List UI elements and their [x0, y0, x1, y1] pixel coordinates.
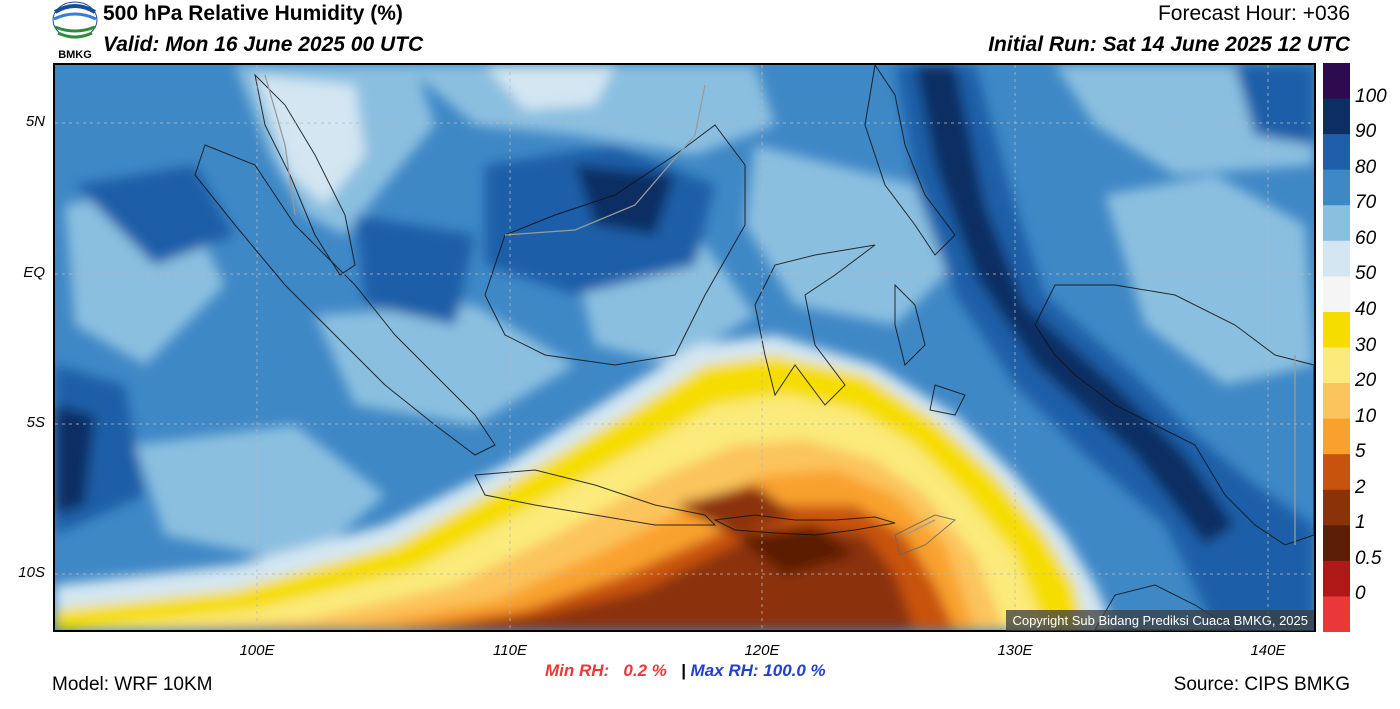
lat-label-5s: 5S	[26, 414, 45, 431]
stats-separator: |	[681, 661, 686, 680]
colorbar-swatch	[1323, 205, 1350, 242]
colorbar-swatch	[1323, 596, 1350, 632]
humidity-field	[55, 65, 1314, 630]
logo-text: BMKG	[58, 49, 92, 61]
colorbar-swatch	[1323, 98, 1350, 135]
lon-label-130e: 130E	[997, 642, 1033, 659]
colorbar-label: 0	[1355, 583, 1366, 605]
copyright-notice: Copyright Sub Bidang Prediksi Cuaca BMKG…	[1006, 610, 1314, 631]
colorbar-label: 90	[1355, 121, 1377, 143]
colorbar-swatch	[1323, 418, 1350, 455]
colorbar-swatch	[1323, 560, 1350, 597]
colorbar-swatch	[1323, 63, 1350, 100]
model-name: Model: WRF 10KM	[52, 674, 213, 695]
humidity-map	[53, 63, 1316, 632]
lon-label-140e: 140E	[1250, 642, 1286, 659]
data-source: Source: CIPS BMKG	[1173, 674, 1350, 695]
map-title: 500 hPa Relative Humidity (%)	[103, 2, 403, 25]
colorbar-swatch	[1323, 489, 1350, 526]
colorbar-label: 10	[1355, 405, 1377, 427]
bmkg-logo: BMKG	[50, 0, 100, 61]
lat-label-10s: 10S	[18, 564, 45, 581]
colorbar-label: 100	[1355, 85, 1387, 107]
colorbar-label: 20	[1355, 370, 1377, 392]
rh-stats: Min RH: 0.2 % | Max RH: 100.0 %	[545, 661, 826, 681]
initial-run: Initial Run: Sat 14 June 2025 12 UTC	[988, 33, 1350, 56]
colorbar-label: 5	[1355, 441, 1366, 463]
lat-label-5n: 5N	[25, 113, 45, 130]
forecast-hour: Forecast Hour: +036	[1157, 2, 1350, 25]
max-rh-label: Max RH:	[690, 661, 759, 680]
lon-label-110e: 110E	[493, 642, 527, 659]
colorbar-label: 30	[1355, 334, 1377, 356]
colorbar-label: 70	[1355, 192, 1377, 214]
colorbar	[1323, 63, 1350, 632]
min-rh-label: Min RH:	[545, 661, 610, 680]
colorbar-swatch	[1323, 383, 1350, 420]
colorbar-swatch	[1323, 525, 1350, 562]
colorbar-label: 60	[1355, 227, 1377, 249]
lon-label-100e: 100E	[239, 642, 275, 659]
colorbar-label: 1	[1355, 512, 1366, 534]
min-rh-value: 0.2 %	[623, 661, 667, 680]
valid-time: Valid: Mon 16 June 2025 00 UTC	[103, 33, 424, 56]
colorbar-swatch	[1323, 454, 1350, 491]
colorbar-swatch	[1323, 276, 1350, 313]
colorbar-label: 2	[1355, 476, 1366, 498]
max-rh-value: 100.0 %	[763, 661, 826, 680]
colorbar-label: 80	[1355, 156, 1377, 178]
colorbar-swatch	[1323, 240, 1350, 277]
colorbar-swatch	[1323, 134, 1350, 171]
colorbar-label: 50	[1355, 263, 1377, 285]
colorbar-swatch	[1323, 169, 1350, 206]
colorbar-swatch	[1323, 311, 1350, 348]
colorbar-label: 0.5	[1355, 547, 1382, 569]
colorbar-swatch	[1323, 347, 1350, 384]
colorbar-label: 40	[1355, 298, 1377, 320]
lon-label-120e: 120E	[744, 642, 780, 659]
lat-label-eq: EQ	[23, 264, 45, 281]
